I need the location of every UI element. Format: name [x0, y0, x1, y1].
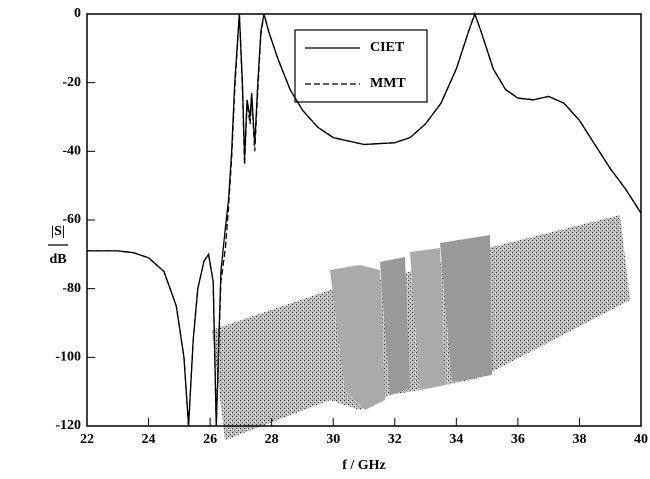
x-tick-label: 40 — [634, 432, 648, 447]
y-tick-label: -60 — [62, 212, 81, 227]
y-tick-label: -80 — [62, 281, 81, 296]
x-tick-label: 30 — [326, 432, 340, 447]
x-tick-label: 26 — [203, 432, 217, 447]
chart: |S| dB f / GHz 22242628303234363840-120-… — [0, 0, 650, 479]
legend — [295, 30, 427, 102]
y-tick-label: -100 — [55, 350, 81, 365]
x-tick-label: 32 — [388, 432, 402, 447]
legend-label: CIET — [370, 40, 405, 55]
x-tick-label: 22 — [80, 432, 94, 447]
inset-waveguide — [212, 215, 630, 440]
x-tick-label: 28 — [265, 432, 279, 447]
y-tick-label: -20 — [62, 75, 81, 90]
y-tick-label: 0 — [74, 6, 81, 21]
x-tick-label: 34 — [449, 432, 463, 447]
x-tick-label: 38 — [572, 432, 586, 447]
x-tick-label: 24 — [142, 432, 156, 447]
x-tick-label: 36 — [511, 432, 525, 447]
x-label: f / GHz — [342, 458, 386, 473]
y-tick-label: -40 — [62, 144, 81, 159]
legend-label: MMT — [370, 76, 406, 91]
y-tick-label: -120 — [55, 418, 81, 433]
y-label: dB — [49, 252, 66, 267]
